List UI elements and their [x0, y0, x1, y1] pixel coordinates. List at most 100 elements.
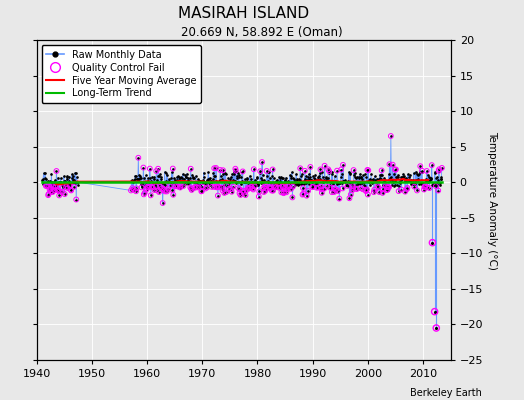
Point	[52, 168, 61, 174]
Point	[374, 184, 383, 191]
Point	[325, 168, 333, 174]
Point	[177, 182, 185, 189]
Point	[191, 183, 200, 190]
Point	[362, 187, 370, 194]
Point	[320, 186, 329, 192]
Point	[334, 188, 342, 194]
Point	[302, 192, 311, 199]
Point	[145, 183, 154, 190]
Point	[239, 188, 247, 194]
Point	[227, 186, 235, 192]
Point	[171, 183, 179, 190]
Point	[162, 188, 171, 195]
Point	[169, 192, 178, 198]
Point	[425, 185, 434, 191]
Point	[64, 185, 72, 191]
Point	[385, 184, 393, 190]
Point	[231, 166, 239, 172]
Point	[212, 184, 221, 190]
Point	[159, 186, 167, 192]
Point	[220, 190, 228, 196]
Point	[260, 183, 269, 190]
Point	[244, 185, 252, 191]
Point	[269, 188, 277, 194]
Point	[271, 184, 280, 190]
Point	[356, 185, 365, 191]
Point	[335, 196, 344, 202]
Point	[278, 183, 287, 189]
Point	[168, 187, 177, 193]
Point	[147, 183, 156, 190]
Point	[301, 168, 309, 174]
Point	[268, 187, 276, 194]
Point	[403, 186, 411, 192]
Point	[308, 184, 316, 190]
Point	[339, 185, 347, 192]
Point	[385, 161, 394, 168]
Point	[279, 190, 288, 196]
Point	[139, 164, 148, 171]
Point	[53, 186, 61, 193]
Point	[316, 166, 325, 173]
Point	[337, 166, 345, 173]
Point	[250, 183, 259, 190]
Point	[223, 182, 231, 189]
Point	[434, 168, 443, 174]
Point	[332, 186, 340, 193]
Point	[328, 189, 336, 196]
Point	[134, 154, 143, 161]
Point	[46, 186, 54, 192]
Point	[377, 167, 386, 174]
Point	[203, 184, 212, 190]
Point	[70, 184, 78, 190]
Point	[255, 193, 263, 200]
Point	[176, 184, 184, 191]
Point	[256, 168, 265, 174]
Point	[42, 183, 51, 189]
Point	[247, 184, 256, 190]
Point	[388, 162, 397, 168]
Point	[249, 166, 258, 172]
Point	[289, 184, 297, 190]
Point	[260, 189, 268, 195]
Point	[317, 186, 325, 193]
Point	[267, 184, 276, 190]
Point	[42, 183, 50, 189]
Point	[332, 186, 340, 193]
Point	[421, 183, 430, 189]
Point	[387, 133, 395, 139]
Point	[67, 187, 75, 194]
Point	[282, 189, 291, 196]
Point	[434, 187, 442, 194]
Point	[379, 186, 387, 192]
Point	[438, 165, 446, 171]
Point	[401, 188, 409, 195]
Point	[198, 188, 206, 194]
Point	[213, 184, 221, 190]
Point	[148, 184, 157, 191]
Point	[270, 183, 278, 189]
Point	[280, 189, 288, 195]
Point	[423, 184, 431, 190]
Point	[413, 187, 421, 194]
Point	[339, 162, 347, 168]
Point	[281, 184, 290, 191]
Point	[381, 183, 390, 189]
Point	[52, 184, 60, 190]
Point	[298, 191, 307, 198]
Point	[306, 164, 314, 170]
Point	[392, 166, 400, 173]
Point	[50, 187, 58, 194]
Point	[313, 184, 321, 191]
Point	[265, 184, 273, 190]
Point	[369, 189, 378, 195]
Point	[435, 166, 443, 172]
Point	[395, 188, 403, 194]
Point	[420, 186, 428, 193]
Point	[350, 167, 358, 173]
Point	[44, 192, 52, 198]
Point	[137, 184, 146, 190]
Point	[375, 189, 384, 195]
Y-axis label: Temperature Anomaly (°C): Temperature Anomaly (°C)	[487, 130, 497, 270]
Point	[51, 184, 59, 190]
